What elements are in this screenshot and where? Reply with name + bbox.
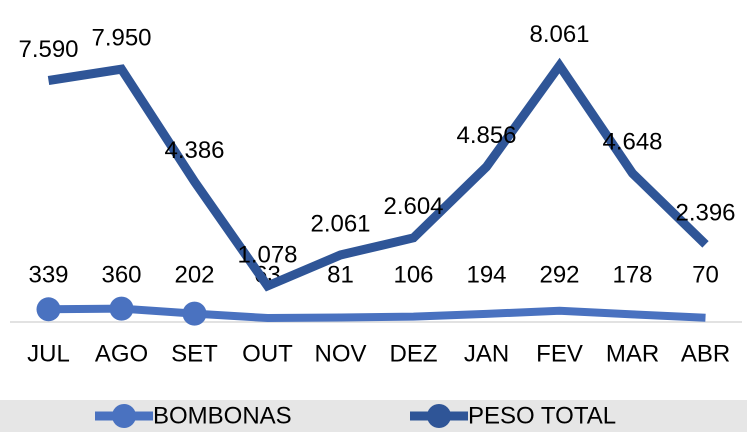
x-tick-label: MAR xyxy=(606,340,659,367)
data-label: 292 xyxy=(539,261,579,288)
x-tick-label: NOV xyxy=(314,340,366,367)
data-label: 202 xyxy=(174,261,214,288)
series-line xyxy=(47,57,709,292)
data-label: 106 xyxy=(393,261,433,288)
legend-label: BOMBONAS xyxy=(153,402,292,429)
x-tick-label: OUT xyxy=(242,340,293,367)
legend-marker xyxy=(112,404,136,428)
x-tick-label: JUL xyxy=(27,340,70,367)
legend-label: PESO TOTAL xyxy=(468,402,616,429)
point-marker xyxy=(109,296,134,321)
data-label: 2.396 xyxy=(675,200,735,227)
x-tick-label: JAN xyxy=(464,340,509,367)
data-label: 7.950 xyxy=(91,24,151,51)
data-label: 4.386 xyxy=(164,137,224,164)
series-line xyxy=(48,304,706,323)
data-label: 7.590 xyxy=(18,36,78,63)
legend-marker xyxy=(427,404,451,428)
data-label: 8.061 xyxy=(529,21,589,48)
data-label: 4.856 xyxy=(456,122,516,149)
data-label: 2.604 xyxy=(383,193,443,220)
data-label: 194 xyxy=(466,261,506,288)
x-tick-label: DEZ xyxy=(390,340,438,367)
data-label: 81 xyxy=(327,261,354,288)
x-tick-label: FEV xyxy=(536,340,583,367)
point-marker xyxy=(182,301,207,326)
point-marker xyxy=(36,297,61,322)
x-tick-label: AGO xyxy=(95,340,148,367)
data-label: 1.078 xyxy=(237,241,297,268)
data-label: 70 xyxy=(692,261,719,288)
data-label: 360 xyxy=(101,261,141,288)
data-label: 339 xyxy=(28,261,68,288)
data-label: 2.061 xyxy=(310,210,370,237)
x-tick-label: SET xyxy=(171,340,218,367)
data-label: 4.648 xyxy=(602,129,662,156)
x-tick-label: ABR xyxy=(681,340,730,367)
data-label: 178 xyxy=(612,261,652,288)
